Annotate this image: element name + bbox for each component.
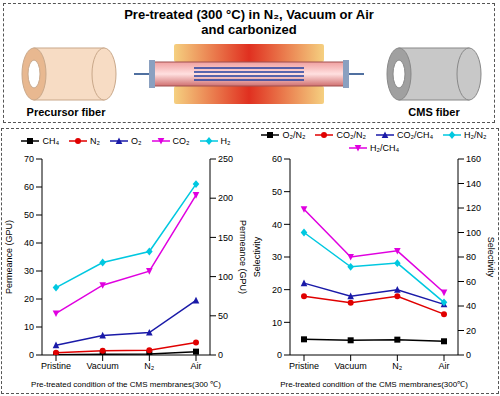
svg-text:60: 60 bbox=[466, 277, 476, 287]
svg-text:20: 20 bbox=[272, 285, 282, 295]
svg-text:20: 20 bbox=[24, 294, 34, 304]
svg-text:50: 50 bbox=[272, 187, 282, 197]
svg-text:Pristine: Pristine bbox=[289, 361, 319, 371]
svg-text:100: 100 bbox=[466, 228, 481, 238]
svg-text:30: 30 bbox=[24, 266, 34, 276]
html-text:H₂: H₂ bbox=[220, 136, 231, 146]
svg-text:0: 0 bbox=[29, 350, 34, 360]
svg-text:Air: Air bbox=[191, 361, 202, 371]
html-text:CH₄: CH₄ bbox=[42, 136, 60, 146]
html-text:CO₂/N₂: CO₂/N₂ bbox=[336, 129, 366, 140]
svg-text:120: 120 bbox=[466, 203, 481, 213]
svg-text:150: 150 bbox=[218, 233, 233, 243]
html-text:H₂/N₂: H₂/N₂ bbox=[464, 129, 487, 140]
svg-text:CMS fiber: CMS fiber bbox=[408, 106, 460, 118]
html-text:O₂/N₂: O₂/N₂ bbox=[282, 129, 306, 140]
svg-text:N₂: N₂ bbox=[392, 361, 402, 371]
svg-text:60: 60 bbox=[272, 154, 282, 164]
svg-text:Pristine: Pristine bbox=[41, 361, 71, 371]
svg-text:Permeance (GPU): Permeance (GPU) bbox=[4, 220, 14, 294]
html-text:and carbonized: and carbonized bbox=[201, 22, 297, 37]
svg-text:40: 40 bbox=[24, 238, 34, 248]
svg-text:20: 20 bbox=[466, 326, 476, 336]
svg-text:60: 60 bbox=[24, 182, 34, 192]
svg-text:Precursor fiber: Precursor fiber bbox=[27, 106, 107, 118]
svg-text:70: 70 bbox=[24, 154, 34, 164]
svg-text:40: 40 bbox=[466, 301, 476, 311]
svg-text:Selectivity: Selectivity bbox=[486, 237, 496, 278]
svg-text:Permeance (GPU): Permeance (GPU) bbox=[238, 220, 248, 294]
svg-text:40: 40 bbox=[272, 220, 282, 230]
svg-text:10: 10 bbox=[272, 318, 282, 328]
svg-text:0: 0 bbox=[277, 350, 282, 360]
svg-text:Selectivity: Selectivity bbox=[252, 236, 262, 277]
html-text:Pre-treated (300 °C) in N₂, Va: Pre-treated (300 °C) in N₂, Vacuum or Ai… bbox=[124, 7, 374, 22]
svg-text:80: 80 bbox=[466, 252, 476, 262]
svg-text:Air: Air bbox=[439, 361, 450, 371]
svg-text:50: 50 bbox=[218, 311, 228, 321]
svg-text:100: 100 bbox=[218, 272, 233, 282]
svg-text:160: 160 bbox=[466, 154, 481, 164]
svg-text:0: 0 bbox=[466, 350, 471, 360]
html-text:CO₂/CH₄: CO₂/CH₄ bbox=[396, 129, 434, 140]
svg-text:30: 30 bbox=[272, 252, 282, 262]
svg-text:140: 140 bbox=[466, 179, 481, 189]
html-text:N₂: N₂ bbox=[90, 136, 101, 146]
svg-text:N₂: N₂ bbox=[144, 361, 154, 371]
html-text:O₂: O₂ bbox=[131, 136, 142, 146]
svg-text:200: 200 bbox=[218, 193, 233, 203]
html-text:H₂/CH₄: H₂/CH₄ bbox=[369, 142, 400, 153]
svg-text:10: 10 bbox=[24, 322, 34, 332]
svg-text:0: 0 bbox=[218, 350, 223, 360]
svg-text:250: 250 bbox=[218, 154, 233, 164]
svg-text:Pre-treated condition of the C: Pre-treated condition of the CMS membran… bbox=[31, 380, 221, 389]
svg-text:Vacuum: Vacuum bbox=[86, 361, 118, 371]
svg-text:Vacuum: Vacuum bbox=[334, 361, 366, 371]
html-text:CO₂: CO₂ bbox=[172, 136, 190, 146]
svg-text:50: 50 bbox=[24, 210, 34, 220]
svg-text:Pre-treated condition of the C: Pre-treated condition of the CMS membran… bbox=[280, 380, 468, 389]
